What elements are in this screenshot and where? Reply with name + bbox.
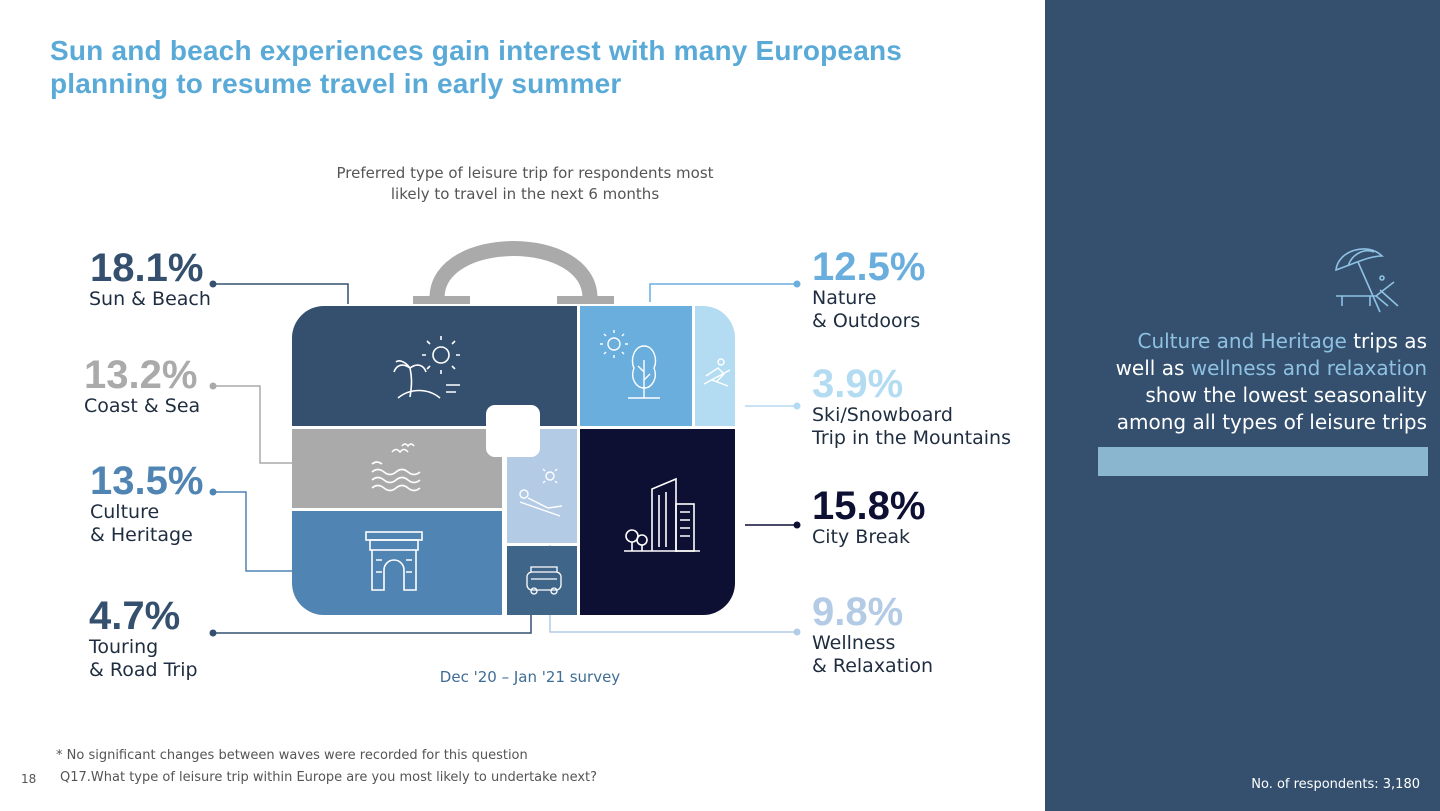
nature-outdoors-stat: 12.5% Nature & Outdoors (812, 247, 925, 333)
arch-monument-icon (365, 531, 423, 591)
dot-culture (209, 488, 217, 496)
waves-birds-icon (371, 443, 421, 492)
culture-heritage-value: 13.5% (90, 459, 204, 503)
city-break-label: City Break (812, 526, 911, 548)
respondents-count: No. of respondents: 3,180 (1251, 777, 1420, 792)
segment-ski-snowboard (695, 306, 735, 426)
connector-touring (213, 614, 532, 634)
dot-nature (793, 280, 801, 288)
city-building-icon (624, 477, 700, 552)
dot-sun (209, 280, 217, 288)
footnote: * No significant changes between waves w… (56, 748, 528, 763)
insight-text-part1: trips as well as (1115, 329, 1427, 380)
skier-icon (703, 358, 731, 387)
culture-heritage-label: Culture & Heritage (90, 501, 193, 546)
page-number: 18 (21, 772, 37, 786)
segment-culture-heritage (292, 511, 502, 615)
sun-beach-stat: 18.1% Sun & Beach (89, 246, 211, 310)
sun-beach-label: Sun & Beach (89, 288, 211, 310)
dot-ski (793, 402, 801, 410)
suitcase-chart: 18.1% Sun & Beach (89, 241, 801, 637)
connector-dots (209, 280, 801, 637)
connector-lines (213, 283, 797, 634)
insight-highlight-wellness: wellness and relaxation (1190, 356, 1427, 380)
dot-coast (209, 382, 217, 390)
segment-city-break (580, 429, 735, 615)
connector-sun (213, 283, 349, 304)
touring-road-trip-stat: 4.7% Touring & Road Trip (89, 596, 198, 682)
coast-sea-value: 13.2% (84, 353, 198, 397)
palm-sun-icon (393, 336, 460, 399)
segment-coast-sea (292, 429, 502, 508)
wellness-relaxation-value: 9.8% (812, 590, 904, 634)
panel-accent-bar (1098, 447, 1428, 476)
tree-sun-icon (600, 330, 660, 399)
dot-city (793, 521, 801, 529)
connector-culture (213, 491, 292, 572)
culture-heritage-stat: 13.5% Culture & Heritage (90, 461, 203, 547)
ski-snowboard-stat: 3.9% Ski/Snowboard Trip in the Mountains (812, 364, 1011, 450)
dot-wellness (793, 628, 801, 636)
nature-outdoors-value: 12.5% (812, 245, 926, 289)
chart-title: Preferred type of leisure trip for respo… (336, 164, 714, 203)
wellness-relaxation-label: Wellness & Relaxation (812, 632, 934, 677)
wellness-relaxation-stat: 9.8% Wellness & Relaxation (812, 592, 933, 678)
city-break-value: 15.8% (812, 484, 926, 528)
sun-beach-value: 18.1% (90, 246, 203, 290)
connector-nature (649, 283, 797, 302)
touring-road-trip-label: Touring & Road Trip (89, 636, 198, 681)
connector-coast (213, 385, 292, 464)
coast-sea-label: Coast & Sea (84, 395, 201, 417)
ski-snowboard-label: Ski/Snowboard Trip in the Mountains (812, 404, 1011, 449)
nature-outdoors-label: Nature & Outdoors (812, 287, 921, 332)
coast-sea-stat: 13.2% Coast & Sea (84, 355, 200, 418)
suitcase-body (292, 306, 735, 615)
survey-question: Q17.What type of leisure trip within Eur… (60, 770, 598, 785)
beach-umbrella-icon (1335, 248, 1399, 313)
segment-touring-road-trip (507, 546, 577, 615)
insight-text: Culture and Heritage trips as well as we… (1095, 328, 1427, 436)
touring-road-trip-value: 4.7% (89, 594, 181, 638)
slide-title: Sun and beach experiences gain interest … (50, 35, 903, 99)
van-icon (526, 566, 562, 595)
insight-highlight-culture: Culture and Heritage (1137, 329, 1347, 353)
segment-nature-outdoors (580, 306, 692, 426)
city-break-stat: 15.8% City Break (812, 486, 925, 549)
insight-panel: Culture and Heritage trips as well as we… (1045, 0, 1440, 811)
ski-snowboard-value: 3.9% (812, 362, 904, 406)
insight-text-part2: show the lowest seasonality among all ty… (1116, 383, 1427, 434)
survey-period: Dec '20 – Jan '21 survey (439, 668, 621, 686)
dot-touring (209, 629, 217, 637)
sunbather-icon (519, 468, 563, 517)
suitcase-handle (413, 241, 614, 304)
suitcase-lock (486, 405, 540, 457)
